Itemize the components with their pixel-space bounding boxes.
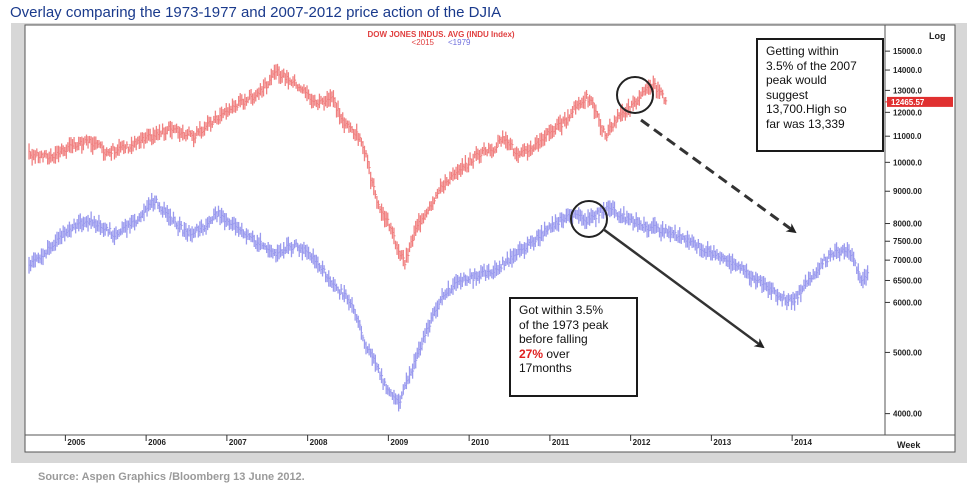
y-tick-label: 13000.0 [893,86,922,95]
x-tick-label: 2006 [148,438,166,447]
legend-historical: <1979 [448,38,471,47]
y-tick-label: 4000.00 [893,410,922,419]
solid-arrow [602,227,765,349]
x-tick-label: 2013 [713,438,731,447]
x-tick-label: 2014 [794,438,812,447]
y-tick-label: 5000.00 [893,348,922,357]
peak-circle-1973 [570,200,608,238]
y-tick-label: 10000.0 [893,158,922,167]
last-value-layer: 12465.57 [877,96,953,107]
annotation-box-1973-peak: Got within 3.5% of the 1973 peak before … [509,297,638,397]
chart-title: Overlay comparing the 1973-1977 and 2007… [10,4,502,21]
x-tick-label: 2012 [633,438,651,447]
x-tick-label: 2011 [552,438,570,447]
annotation-line: far was 13,339 [766,116,845,131]
annotation-line: 27% over [519,347,628,362]
annotation-line: peak would [766,73,827,87]
y-tick-label: 9000.00 [893,187,922,196]
annotation-line: 3.5% of the 2007 [766,58,857,73]
y-scale-label: Log [929,31,946,41]
last-value-marker [887,96,953,107]
y-tick-label: 12000.0 [893,108,922,117]
annotation-line: of the 1973 peak [519,317,609,332]
x-tick-label: 2009 [390,438,408,447]
legend-recent: <2015 [412,38,435,47]
y-tick-label: 11000.0 [893,132,922,141]
x-axis-panel [24,434,956,453]
x-tick-label: 2008 [310,438,328,447]
y-tick-label: 7000.00 [893,256,922,265]
peak-circle-2012 [616,76,654,114]
annotation-line: Got within 3.5% [519,303,604,317]
y-axis-panel [884,24,956,436]
x-tick-label: 2010 [471,438,489,447]
axis-layer: 15000.0 14000.0 13000.0 12000.0 11000.0 10000… [64,47,922,447]
annotation-line: Getting within [766,44,839,58]
x-tick-label: 2007 [229,438,247,447]
annotation-highlight: 27% [519,346,544,361]
annotation-tail: over [543,346,570,361]
series-layer [28,63,870,412]
annotation-box-2007-peak: Getting within 3.5% of the 2007 peak wou… [756,38,884,152]
y-tick-label: 6500.00 [893,276,922,285]
x-axis-label: Week [897,440,921,450]
annotation-line: before falling [519,332,588,346]
inner-chart-title: DOW JONES INDUS. AVG (INDU Index) [367,30,514,39]
y-tick-label: 7500.00 [893,237,922,246]
chart-plot: DOW JONES INDUS. AVG (INDU Index) <2015 … [24,24,956,453]
annotation-line: 17months [519,361,572,375]
x-tick-label: 2005 [67,438,85,447]
annotation-line: suggest [766,87,809,102]
y-tick-label: 8000.00 [893,220,922,229]
y-tick-label: 15000.0 [893,47,922,56]
plot-area [24,24,886,436]
source-note: Source: Aspen Graphics /Bloomberg 13 Jun… [38,471,305,483]
annotation-line: 13,700.High so [766,102,847,116]
y-tick-label: 6000.00 [893,298,922,307]
last-value-label: 12465.57 [891,98,925,107]
y-tick-label: 14000.0 [893,66,922,75]
